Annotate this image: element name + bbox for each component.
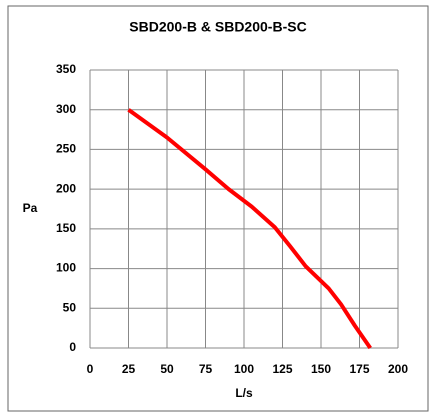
x-tick-label: 150 bbox=[311, 362, 331, 376]
x-tick-label: 25 bbox=[122, 362, 136, 376]
y-tick-label: 150 bbox=[56, 221, 76, 235]
y-tick-label: 200 bbox=[56, 181, 76, 195]
x-tick-label: 125 bbox=[272, 362, 292, 376]
frame bbox=[7, 5, 429, 412]
data-line bbox=[127, 108, 372, 350]
y-tick-label: 250 bbox=[56, 142, 76, 156]
x-tick-label: 100 bbox=[234, 362, 254, 376]
x-axis-label: L/s bbox=[235, 386, 253, 400]
y-tick-label: 100 bbox=[56, 261, 76, 275]
x-tick-label: 50 bbox=[160, 362, 174, 376]
y-tick-label: 350 bbox=[56, 62, 76, 76]
x-tick-label: 75 bbox=[199, 362, 213, 376]
y-tick-label: 50 bbox=[63, 300, 77, 314]
y-tick-label: 0 bbox=[69, 340, 76, 354]
x-tick-label: 0 bbox=[87, 362, 94, 376]
chart-title: SBD200-B & SBD200-B-SC bbox=[129, 19, 306, 35]
x-tick-label: 200 bbox=[388, 362, 408, 376]
y-tick-label: 300 bbox=[56, 102, 76, 116]
y-axis-label: Pa bbox=[23, 201, 38, 215]
x-tick-label: 175 bbox=[349, 362, 369, 376]
